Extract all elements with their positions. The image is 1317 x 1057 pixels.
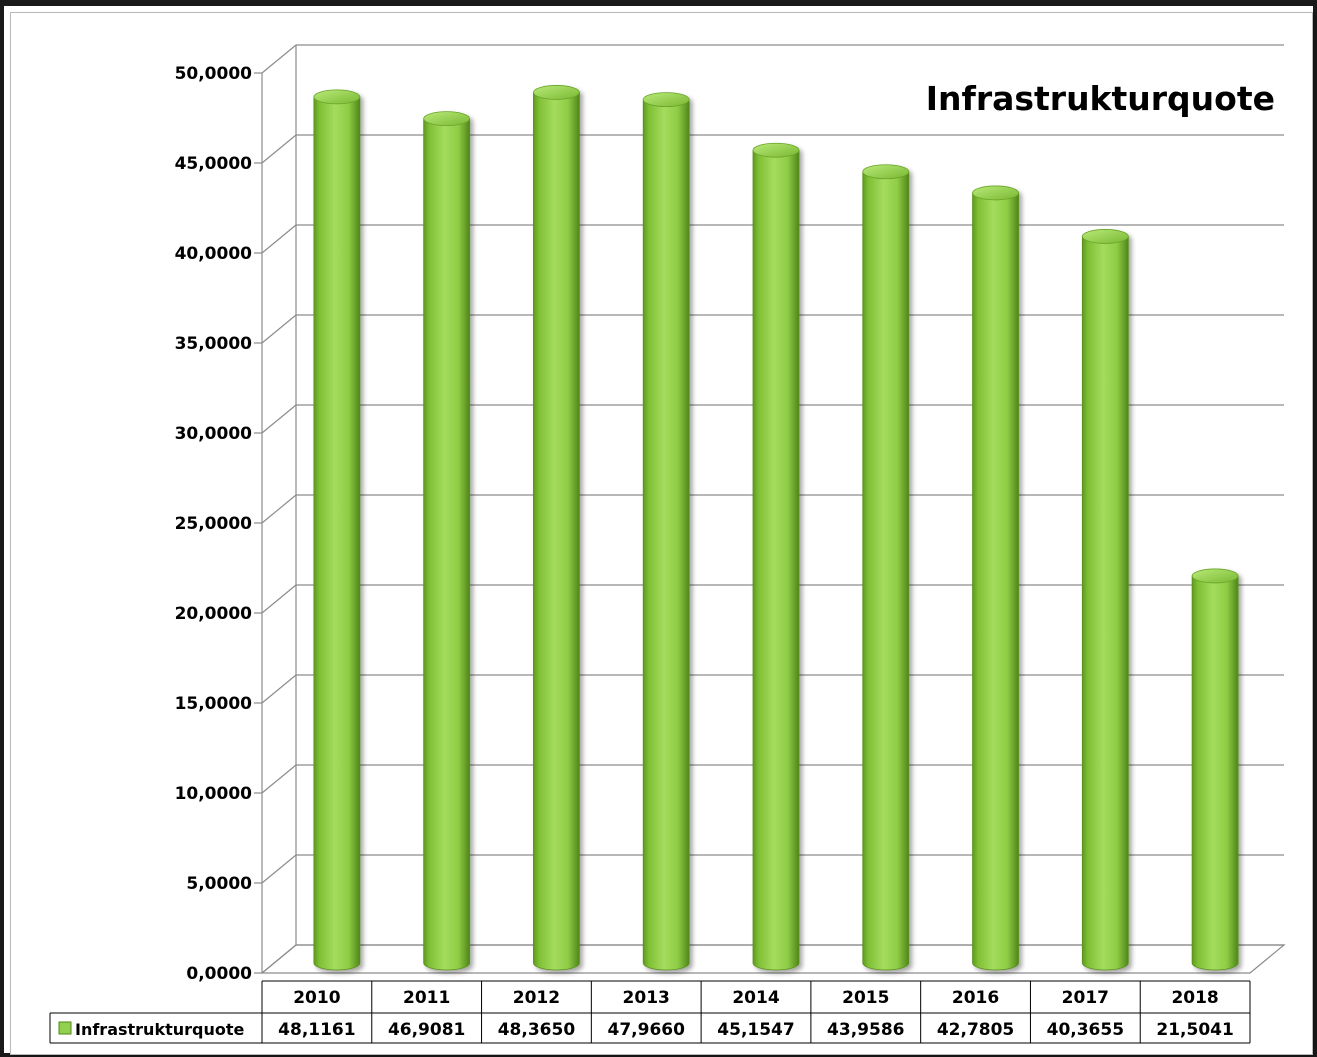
data-label: 46,9081 [388,1020,465,1040]
y-tick-label: 45,0000 [175,154,253,174]
bar [752,142,800,971]
bar-body [752,149,800,971]
bar-top [642,92,690,108]
gridline-side [261,404,297,434]
bar-body [1191,575,1239,971]
legend-swatch [58,1021,72,1035]
data-label: 43,9586 [827,1020,904,1040]
bar [972,185,1019,971]
bar-body [1081,236,1129,971]
legend-label: Infrastrukturquote [75,1020,245,1039]
gridline-side [261,854,297,884]
bar-body [313,96,361,971]
gridline-side [261,134,297,164]
chart-title: Infrastrukturquote [926,79,1275,118]
data-label: 42,7805 [937,1020,1014,1040]
bar [1191,568,1239,971]
x-tick-label: 2018 [1171,988,1218,1008]
x-tick-label: 2010 [293,988,340,1008]
gridline-side [261,944,297,974]
bar [423,111,471,971]
x-tick-label: 2017 [1062,988,1109,1008]
gridline-side [261,764,297,794]
bar [642,92,690,971]
gridline-side [261,314,297,344]
y-tick-label: 35,0000 [175,334,253,354]
bars [313,85,1239,971]
data-label: 47,9660 [608,1020,686,1040]
y-tick-label: 40,0000 [175,244,253,264]
data-label: 48,1161 [278,1020,355,1040]
bar [862,164,910,971]
x-tick-label: 2016 [952,988,999,1008]
bar-top [972,185,1019,201]
gridline-side [261,584,297,614]
data-label: 48,3650 [498,1020,576,1040]
x-tick-label: 2015 [842,988,889,1008]
bar [533,85,580,971]
bar-body [423,118,471,971]
y-axis: 0,0000 5,0000 10,0000 15,0000 20,0000 25,0000… [175,64,262,984]
y-tick-label: 30,0000 [175,424,253,444]
bar-body [862,171,910,971]
bar-top [752,142,800,158]
gridline-side [261,494,297,524]
bar [313,89,361,971]
data-label: 21,5041 [1156,1020,1233,1040]
y-tick-label: 25,0000 [175,514,253,534]
bar-body [533,92,580,971]
bar-top [313,89,361,105]
bar-body [972,192,1019,971]
gridline-side [261,224,297,254]
bar-body [642,99,690,971]
data-label: 45,1547 [717,1020,794,1040]
data-label: 40,3655 [1047,1020,1124,1040]
bar-top [533,85,580,100]
gridline-side [261,674,297,704]
bar-top [423,111,471,127]
x-tick-label: 2012 [513,988,560,1008]
x-tick-label: 2014 [732,988,779,1008]
y-tick-label: 5,0000 [186,874,252,894]
bar [1081,229,1129,971]
bar-top [1081,229,1129,244]
y-tick-label: 0,0000 [186,964,252,984]
y-tick-label: 15,0000 [175,694,253,714]
data-table: 2010 48,1161 2011 46,9081 2012 48,3650 2013 47,… [49,980,1251,1044]
gridline-side [261,44,297,74]
y-tick-label: 50,0000 [175,64,253,84]
y-tick-label: 20,0000 [175,604,253,624]
x-tick-label: 2011 [403,988,450,1008]
x-tick-label: 2013 [623,988,670,1008]
bar-top [862,164,910,180]
y-tick-label: 10,0000 [175,784,253,804]
bar-top [1191,568,1239,584]
